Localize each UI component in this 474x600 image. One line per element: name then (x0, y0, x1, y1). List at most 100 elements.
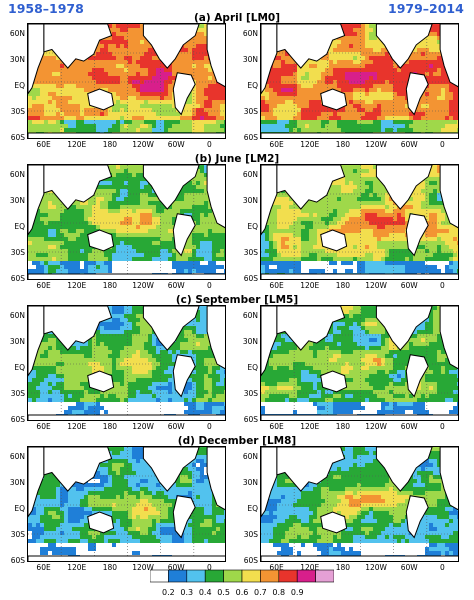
longitude-label: 60W (167, 422, 185, 431)
latitude-label: 60S (243, 274, 258, 283)
continent-outline (172, 213, 196, 257)
continent-outline (261, 24, 278, 95)
skill-field (261, 24, 458, 138)
latitude-label: 60S (243, 133, 258, 142)
continent-outline (28, 24, 45, 95)
colorbar-tick-label: 0.7 (254, 588, 267, 597)
continent-outline (261, 273, 458, 279)
longitude-label: 180 (102, 563, 118, 572)
continent-outline (405, 72, 429, 116)
latitude-label: 30N (9, 478, 25, 487)
colorbar-swatch (260, 569, 280, 583)
longitude-label: 60W (167, 281, 185, 290)
continent-outline (320, 370, 348, 393)
continent-outline (172, 354, 196, 398)
continent-outline (28, 132, 225, 138)
longitude-label: 0 (440, 140, 445, 149)
longitude-label: 120E (67, 281, 87, 290)
continent-outline (320, 511, 348, 534)
latitude-label: 30S (243, 248, 258, 257)
latitude-label: 60N (9, 311, 25, 320)
latitude-label: 30S (243, 530, 258, 539)
continent-outline (439, 447, 458, 511)
latitude-label: EQ (247, 504, 258, 513)
panel-title: (d) December [LM8] (177, 435, 297, 447)
latitude-label: EQ (14, 81, 25, 90)
longitude-label: 120W (365, 140, 387, 149)
right-period-label: 1979–2014 (388, 1, 464, 16)
map-right (260, 305, 459, 421)
map-right (260, 446, 459, 562)
continent-outline (206, 24, 225, 88)
longitude-label: 180 (102, 422, 118, 431)
continent-outline (320, 88, 348, 111)
colorbar-tick-label: 0.2 (162, 588, 175, 597)
latitude-label: EQ (247, 81, 258, 90)
map-left (27, 23, 226, 139)
latitude-label: 60N (242, 311, 258, 320)
continent-outline (28, 165, 45, 236)
continent-outline (87, 511, 115, 534)
map-left (27, 164, 226, 280)
longitude-label: 180 (335, 563, 351, 572)
latitude-label: 60S (10, 415, 25, 424)
latitude-label: 60N (242, 170, 258, 179)
latitude-label: 30N (242, 196, 258, 205)
continent-outline (206, 447, 225, 511)
longitude-label: 120E (67, 422, 87, 431)
colorbar-swatch (241, 569, 261, 583)
continent-outline (142, 165, 200, 210)
longitude-label: 120E (300, 140, 320, 149)
continent-outline (142, 447, 200, 492)
longitude-label: 60W (400, 563, 418, 572)
latitude-label: EQ (247, 363, 258, 372)
latitude-label: 30S (10, 107, 25, 116)
longitude-label: 0 (440, 281, 445, 290)
continent-outline (142, 306, 200, 351)
panel-title: (a) April [LM0] (193, 12, 281, 24)
skill-field (28, 447, 225, 561)
continent-outline (276, 24, 346, 69)
continent-outline (276, 306, 346, 351)
longitude-label: 60E (269, 140, 284, 149)
longitude-label: 60E (36, 140, 51, 149)
longitude-label: 60E (269, 563, 284, 572)
map-left (27, 446, 226, 562)
longitude-label: 180 (335, 422, 351, 431)
continent-outline (405, 495, 429, 539)
colorbar-swatch (150, 569, 169, 583)
continent-outline (206, 306, 225, 370)
continent-outline (172, 495, 196, 539)
colorbar-swatch (168, 569, 188, 583)
skill-field (261, 165, 458, 279)
longitude-label: 120E (67, 140, 87, 149)
longitude-label: 60E (36, 563, 51, 572)
longitude-label: 120E (300, 281, 320, 290)
continent-outline (375, 306, 433, 351)
continent-outline (439, 24, 458, 88)
latitude-label: 30S (243, 389, 258, 398)
continent-outline (43, 447, 113, 492)
latitude-label: 60N (242, 29, 258, 38)
longitude-label: 180 (335, 281, 351, 290)
continent-outline (43, 306, 113, 351)
continent-outline (439, 306, 458, 370)
latitude-label: 30S (10, 530, 25, 539)
longitude-label: 60E (36, 422, 51, 431)
map-right (260, 164, 459, 280)
longitude-label: 60W (400, 422, 418, 431)
latitude-label: 30S (243, 107, 258, 116)
longitude-label: 180 (102, 140, 118, 149)
continent-outline (172, 72, 196, 116)
longitude-label: 120W (365, 281, 387, 290)
longitude-label: 120E (300, 422, 320, 431)
longitude-label: 120W (365, 422, 387, 431)
left-period-label: 1958–1978 (8, 1, 84, 16)
longitude-label: 120W (132, 140, 154, 149)
colorbar-swatch (296, 569, 316, 583)
latitude-label: 30S (10, 248, 25, 257)
colorbar-tick-label: 0.5 (217, 588, 230, 597)
longitude-label: 60W (167, 563, 185, 572)
continent-outline (276, 165, 346, 210)
latitude-label: 60S (10, 556, 25, 565)
